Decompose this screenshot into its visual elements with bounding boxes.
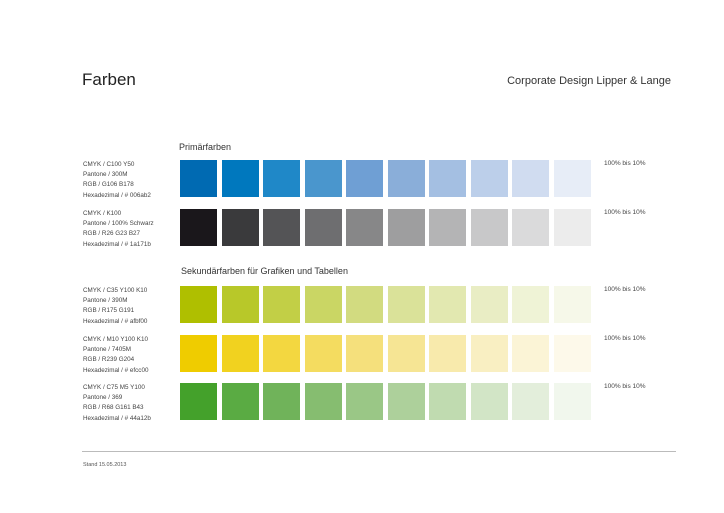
color-swatch <box>180 160 217 197</box>
rgb-value: RGB / R239 G204 <box>83 356 135 364</box>
swatch-strip <box>180 335 595 372</box>
color-swatch <box>304 335 342 372</box>
color-swatch <box>387 286 425 323</box>
color-swatch <box>429 383 466 420</box>
color-swatch <box>180 209 217 246</box>
footer-divider <box>82 451 676 452</box>
cmyk-value: CMYK / C75 M5 Y100 <box>83 384 145 391</box>
color-row-green: CMYK / C75 M5 Y100 Pantone / 369 RGB / R… <box>0 383 724 423</box>
color-swatch <box>346 335 383 372</box>
color-swatch <box>304 160 342 197</box>
color-swatch <box>221 160 259 197</box>
rgb-value: RGB / G106 B178 <box>83 181 134 189</box>
color-swatch <box>512 286 549 323</box>
color-swatch <box>470 335 508 372</box>
color-row-yellow: CMYK / M10 Y100 K10 Pantone / 7405M RGB … <box>0 335 724 375</box>
color-swatch <box>263 286 300 323</box>
pantone-value: Pantone / 7405M <box>83 346 131 354</box>
color-swatch <box>387 383 425 420</box>
color-swatch <box>429 335 466 372</box>
swatch-strip <box>180 286 595 323</box>
range-label: 100% bis 10% <box>604 209 646 216</box>
color-swatch <box>304 383 342 420</box>
color-swatch <box>512 383 549 420</box>
color-swatch <box>429 209 466 246</box>
color-swatch <box>263 383 300 420</box>
footer-date: Stand 15.05.2013 <box>83 462 127 468</box>
color-swatch <box>553 286 591 323</box>
color-swatch <box>180 335 217 372</box>
page-title: Farben <box>82 70 136 89</box>
color-row-lime: CMYK / C35 Y100 K10 Pantone / 390M RGB /… <box>0 286 724 326</box>
color-swatch <box>512 209 549 246</box>
cmyk-value: CMYK / C35 Y100 K10 <box>83 287 148 294</box>
section-title-primary: Primärfarben <box>179 142 232 152</box>
color-swatch <box>263 160 300 197</box>
pantone-value: Pantone / 300M <box>83 171 128 179</box>
color-swatch <box>553 335 591 372</box>
color-swatch <box>304 209 342 246</box>
color-swatch <box>553 160 591 197</box>
range-label: 100% bis 10% <box>604 286 646 293</box>
color-swatch <box>180 286 217 323</box>
color-specs: CMYK / C75 M5 Y100 Pantone / 369 RGB / R… <box>83 383 151 424</box>
rgb-value: RGB / R68 G161 B43 <box>83 404 144 412</box>
rgb-value: RGB / R175 G191 <box>83 307 135 315</box>
hex-value: Hexadezimal / # afbf00 <box>83 317 148 325</box>
color-swatch <box>346 160 383 197</box>
color-swatch <box>346 209 383 246</box>
color-specs: CMYK / C100 Y50 Pantone / 300M RGB / G10… <box>83 160 151 201</box>
hex-value: Hexadezimal / # efcc00 <box>83 366 149 374</box>
hex-value: Hexadezimal / # 1a171b <box>83 240 151 248</box>
swatch-strip <box>180 160 595 197</box>
color-swatch <box>346 383 383 420</box>
color-specs: CMYK / K100 Pantone / 100% Schwarz RGB /… <box>83 209 154 250</box>
swatch-strip <box>180 383 595 420</box>
color-swatch <box>304 286 342 323</box>
range-label: 100% bis 10% <box>604 335 646 342</box>
cmyk-value: CMYK / C100 Y50 <box>83 161 135 168</box>
rgb-value: RGB / R26 G23 B27 <box>83 230 141 238</box>
brand-label: Corporate Design Lipper & Lange <box>507 75 671 87</box>
color-row-black: CMYK / K100 Pantone / 100% Schwarz RGB /… <box>0 209 724 249</box>
color-swatch <box>387 160 425 197</box>
color-specs: CMYK / M10 Y100 K10 Pantone / 7405M RGB … <box>83 335 148 376</box>
color-swatch <box>470 286 508 323</box>
hex-value: Hexadezimal / # 006ab2 <box>83 191 151 199</box>
pantone-value: Pantone / 100% Schwarz <box>83 220 154 228</box>
color-swatch <box>387 335 425 372</box>
color-swatch <box>512 335 549 372</box>
cmyk-value: CMYK / K100 <box>83 210 122 217</box>
color-swatch <box>512 160 549 197</box>
color-swatch <box>470 160 508 197</box>
color-swatch <box>387 209 425 246</box>
color-specs: CMYK / C35 Y100 K10 Pantone / 390M RGB /… <box>83 286 147 327</box>
color-swatch <box>553 209 591 246</box>
section-title-secondary: Sekundärfarben für Grafiken und Tabellen <box>181 266 348 276</box>
color-swatch <box>429 160 466 197</box>
color-row-blue: CMYK / C100 Y50 Pantone / 300M RGB / G10… <box>0 160 724 200</box>
hex-value: Hexadezimal / # 44a12b <box>83 414 151 422</box>
color-swatch <box>470 209 508 246</box>
color-swatch <box>221 335 259 372</box>
color-swatch <box>221 209 259 246</box>
color-swatch <box>553 383 591 420</box>
color-swatch <box>263 209 300 246</box>
color-swatch <box>221 383 259 420</box>
color-swatch <box>263 335 300 372</box>
range-label: 100% bis 10% <box>604 160 646 167</box>
color-swatch <box>221 286 259 323</box>
color-swatch <box>470 383 508 420</box>
range-label: 100% bis 10% <box>604 383 646 390</box>
color-swatch <box>429 286 466 323</box>
color-swatch <box>346 286 383 323</box>
pantone-value: Pantone / 390M <box>83 297 128 305</box>
swatch-strip <box>180 209 595 246</box>
cmyk-value: CMYK / M10 Y100 K10 <box>83 336 148 343</box>
color-swatch <box>180 383 217 420</box>
pantone-value: Pantone / 369 <box>83 394 123 402</box>
